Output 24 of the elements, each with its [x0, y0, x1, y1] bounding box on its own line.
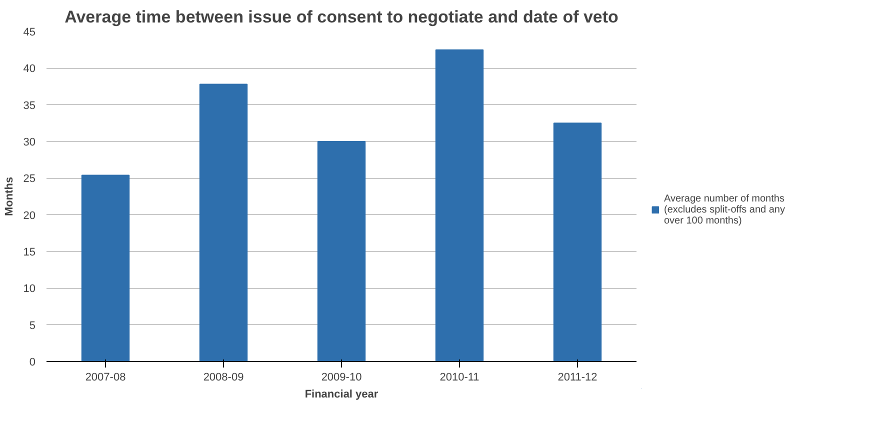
- bar: [81, 174, 130, 362]
- y-tick-label: 10: [23, 283, 36, 296]
- x-tick-label: 2010-11: [440, 372, 480, 384]
- y-axis-title: Months: [3, 176, 16, 216]
- y-tick-label: 5: [29, 320, 36, 332]
- x-tick-label: 2007-08: [85, 372, 126, 384]
- y-tick-label: 20: [23, 210, 36, 222]
- y-tick-label: 40: [23, 63, 36, 76]
- bar: [317, 141, 366, 362]
- bar: [553, 122, 602, 362]
- x-tick-label: 2008-09: [203, 372, 244, 384]
- x-tick-label: 2009-10: [321, 372, 362, 384]
- y-tick-label: 45: [23, 26, 36, 38]
- y-tick-label: 15: [23, 246, 36, 258]
- bar: [435, 49, 484, 362]
- y-tick-label: 0: [29, 356, 36, 368]
- y-tick-label: 25: [23, 173, 36, 186]
- x-axis-title: Financial year: [304, 388, 379, 400]
- legend-label: Average number of months (excludes split-offs and any over 100 months): [664, 193, 785, 226]
- y-tick-label: 30: [23, 136, 36, 148]
- x-tick-label: 2011-12: [558, 372, 598, 384]
- y-tick-label: 35: [23, 100, 36, 112]
- chart-title: Average time between issue of consent to negotiate and date of veto: [64, 8, 618, 26]
- bar: [199, 84, 248, 362]
